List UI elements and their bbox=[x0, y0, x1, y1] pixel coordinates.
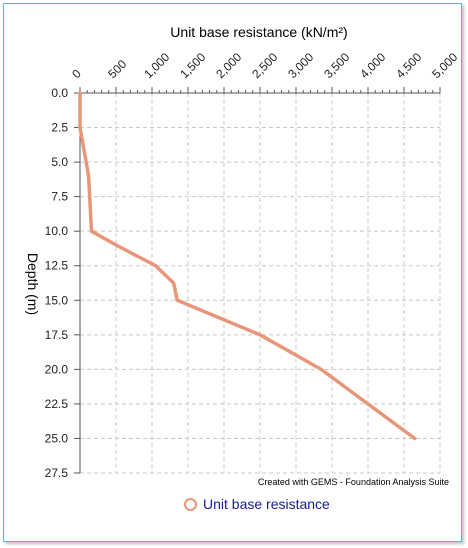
y-tick-label: 27.5 bbox=[45, 466, 69, 480]
y-tick-label: 22.5 bbox=[45, 397, 69, 411]
x-axis-title: Unit base resistance (kN/m²) bbox=[170, 24, 347, 40]
y-tick-label: 25.0 bbox=[45, 431, 69, 445]
y-tick-label: 15.0 bbox=[45, 293, 69, 307]
x-tick-label: 0 bbox=[69, 66, 84, 81]
y-axis-title: Depth (m) bbox=[25, 253, 41, 315]
grid-lines bbox=[80, 93, 441, 474]
x-tick-label: 3,000 bbox=[285, 50, 316, 81]
y-tick-labels: 0.0 2.5 5.0 7.5 10.0 12.5 15.0 17.5 20.0 22.5 25.0… bbox=[45, 86, 69, 480]
y-tick-label: 17.5 bbox=[45, 328, 69, 342]
legend-marker-icon bbox=[184, 497, 197, 511]
x-tick-label: 5,000 bbox=[429, 50, 460, 81]
axes bbox=[74, 87, 441, 474]
y-tick-label: 5.0 bbox=[51, 155, 68, 169]
x-tick-label: 2,000 bbox=[213, 50, 244, 81]
y-tick-label: 7.5 bbox=[51, 190, 68, 204]
y-tick-label: 20.0 bbox=[45, 362, 69, 376]
chart-credit: Created with GEMS - Foundation Analysis … bbox=[258, 477, 449, 487]
y-tick-label: 12.5 bbox=[45, 259, 69, 273]
x-tick-label: 1,000 bbox=[141, 50, 172, 81]
legend-label: Unit base resistance bbox=[203, 496, 330, 512]
y-tick-label: 0.0 bbox=[51, 86, 68, 100]
x-tick-label: 3,500 bbox=[321, 50, 352, 81]
x-tick-label: 2,500 bbox=[249, 50, 280, 81]
series-line bbox=[78, 91, 417, 441]
x-tick-label: 4,000 bbox=[357, 50, 388, 81]
y-tick-label: 10.0 bbox=[45, 224, 69, 238]
x-tick-label: 4,500 bbox=[393, 50, 424, 81]
legend[interactable]: Unit base resistance bbox=[184, 494, 330, 514]
y-tick-label: 2.5 bbox=[51, 121, 68, 135]
x-tick-labels: 0 500 1,000 1,500 2,000 2,500 3,000 3,500 4,000 4… bbox=[69, 50, 460, 81]
x-tick-label: 500 bbox=[105, 57, 129, 81]
series-layer bbox=[78, 91, 417, 441]
x-tick-label: 1,500 bbox=[177, 50, 208, 81]
